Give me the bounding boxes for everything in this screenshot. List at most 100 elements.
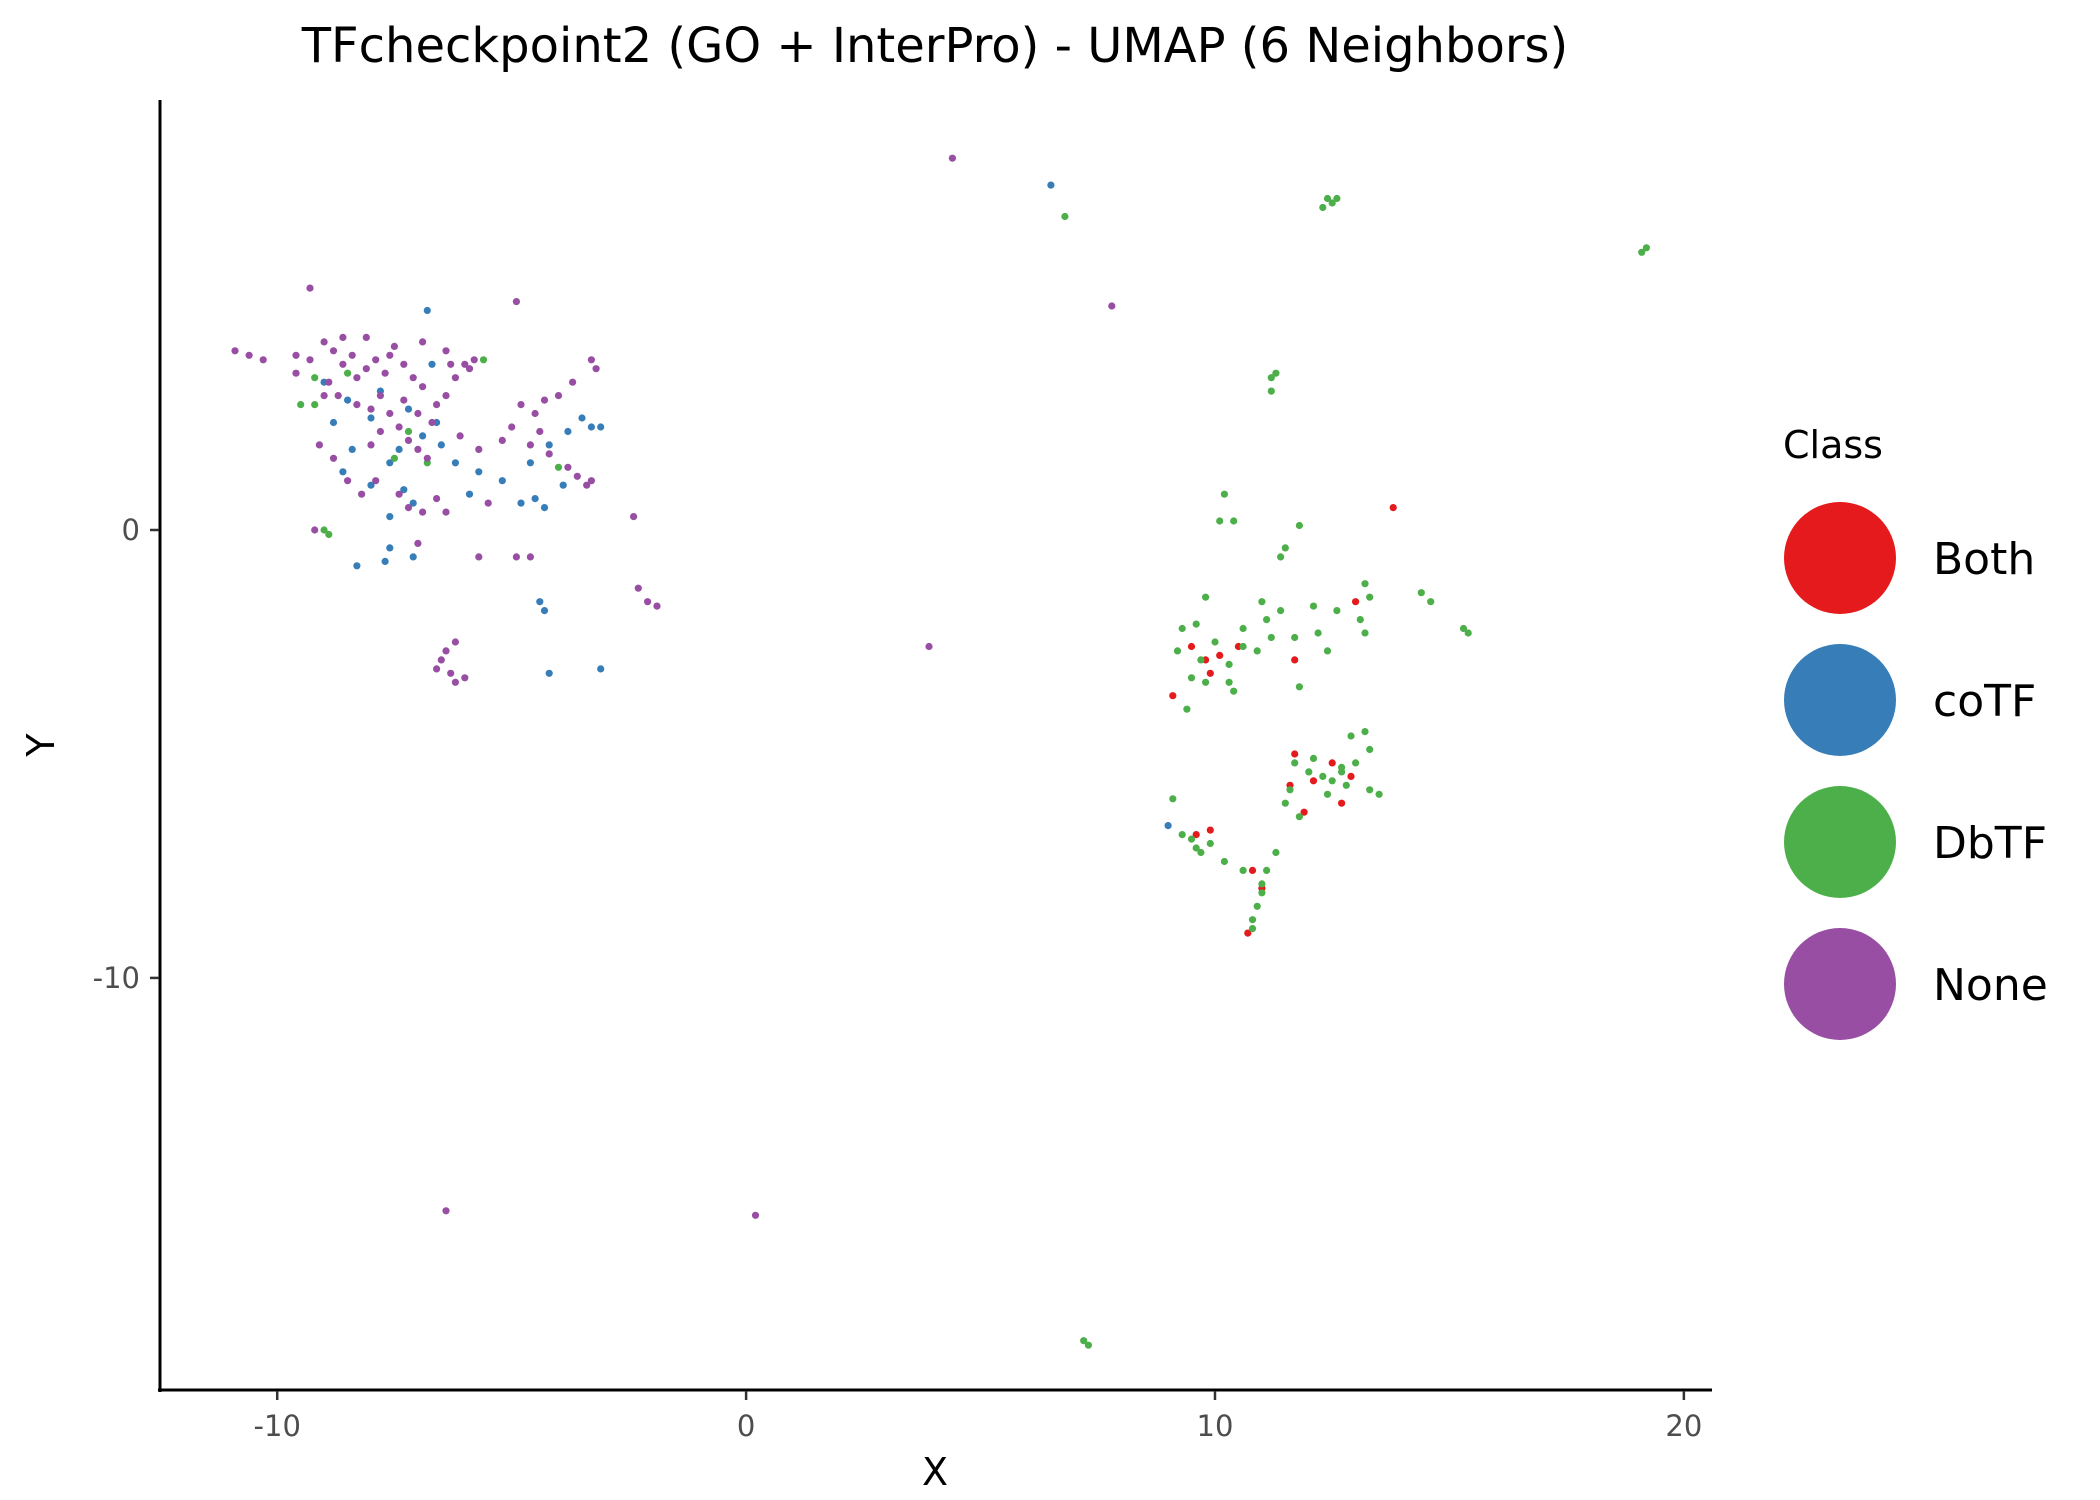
data-point <box>1333 607 1341 615</box>
data-point <box>1263 616 1271 624</box>
data-point <box>231 347 239 355</box>
data-point <box>1239 624 1247 633</box>
data-point <box>465 365 474 373</box>
data-point <box>630 513 638 521</box>
data-point <box>508 423 516 431</box>
data-point <box>925 642 933 651</box>
data-point <box>653 602 661 610</box>
data-point <box>1323 194 1332 203</box>
data-point <box>573 472 581 480</box>
data-point <box>1356 616 1364 624</box>
data-point <box>498 477 506 485</box>
data-point <box>1464 629 1472 637</box>
data-point <box>1258 598 1266 606</box>
data-point <box>536 598 544 606</box>
data-point <box>334 392 342 400</box>
data-point <box>1187 835 1196 843</box>
data-point <box>320 526 328 534</box>
data-point <box>447 669 455 677</box>
data-point <box>372 356 380 364</box>
data-point <box>1309 754 1318 763</box>
data-point <box>1305 768 1313 776</box>
data-point <box>587 423 596 431</box>
legend-label: Both <box>1933 534 2035 585</box>
data-point <box>1206 669 1214 677</box>
data-point <box>367 441 375 449</box>
data-point <box>1361 580 1369 588</box>
data-point <box>451 374 459 382</box>
data-point <box>372 477 380 485</box>
data-point <box>1347 772 1355 781</box>
data-point <box>1248 916 1257 924</box>
data-point <box>1295 813 1303 821</box>
data-point <box>1291 750 1299 758</box>
data-point <box>1459 624 1468 633</box>
data-point <box>433 401 441 409</box>
data-point <box>484 499 492 507</box>
data-point <box>554 392 563 400</box>
data-point <box>386 409 394 418</box>
data-point <box>461 360 469 368</box>
data-point <box>390 454 398 462</box>
data-point <box>297 401 305 409</box>
series-cotf <box>320 181 1172 830</box>
data-point <box>1333 194 1341 203</box>
series-both <box>1169 504 1397 937</box>
data-point <box>344 396 352 404</box>
data-point <box>1338 768 1346 776</box>
data-point <box>390 342 398 350</box>
data-point <box>367 481 375 489</box>
data-point <box>1248 925 1257 933</box>
data-point <box>1295 521 1303 530</box>
data-point <box>1080 1337 1088 1345</box>
legend-label: coTF <box>1933 676 2036 727</box>
legend-label: None <box>1933 960 2048 1011</box>
data-point <box>1319 203 1327 212</box>
data-point <box>470 356 478 364</box>
data-point <box>320 392 328 400</box>
data-point <box>1192 620 1200 628</box>
data-point <box>442 1207 450 1215</box>
data-point <box>329 418 338 427</box>
data-point <box>1239 866 1247 875</box>
data-point <box>404 436 413 444</box>
data-point <box>461 674 469 682</box>
data-point <box>1253 647 1261 655</box>
data-point <box>569 378 577 386</box>
data-point <box>545 450 553 458</box>
data-point <box>404 427 413 436</box>
data-point <box>414 445 422 453</box>
data-point <box>564 463 572 471</box>
x-tick-label: 20 <box>1665 1409 1702 1443</box>
data-point <box>433 495 441 503</box>
data-point <box>1338 799 1346 807</box>
data-point <box>1187 642 1196 651</box>
data-point <box>451 678 459 686</box>
data-point <box>578 414 586 422</box>
data-point <box>1248 866 1257 875</box>
data-point <box>414 409 422 418</box>
data-point <box>404 405 413 413</box>
data-point <box>451 459 459 467</box>
data-point <box>1277 607 1285 615</box>
data-point <box>597 665 605 673</box>
data-point <box>587 356 596 364</box>
data-point <box>512 298 521 306</box>
data-point <box>1295 683 1303 691</box>
data-point <box>1328 759 1336 767</box>
data-point <box>1291 656 1299 664</box>
data-point <box>517 499 525 507</box>
data-point <box>1239 642 1247 651</box>
data-point <box>526 459 535 467</box>
data-point <box>1375 790 1383 798</box>
data-point <box>1253 902 1261 910</box>
data-point <box>1197 848 1205 857</box>
data-point <box>437 441 445 449</box>
data-point <box>353 401 361 409</box>
data-point <box>1244 929 1252 937</box>
data-point <box>1108 302 1116 310</box>
data-point <box>554 463 563 471</box>
data-point <box>386 513 394 521</box>
data-point <box>1263 866 1271 875</box>
